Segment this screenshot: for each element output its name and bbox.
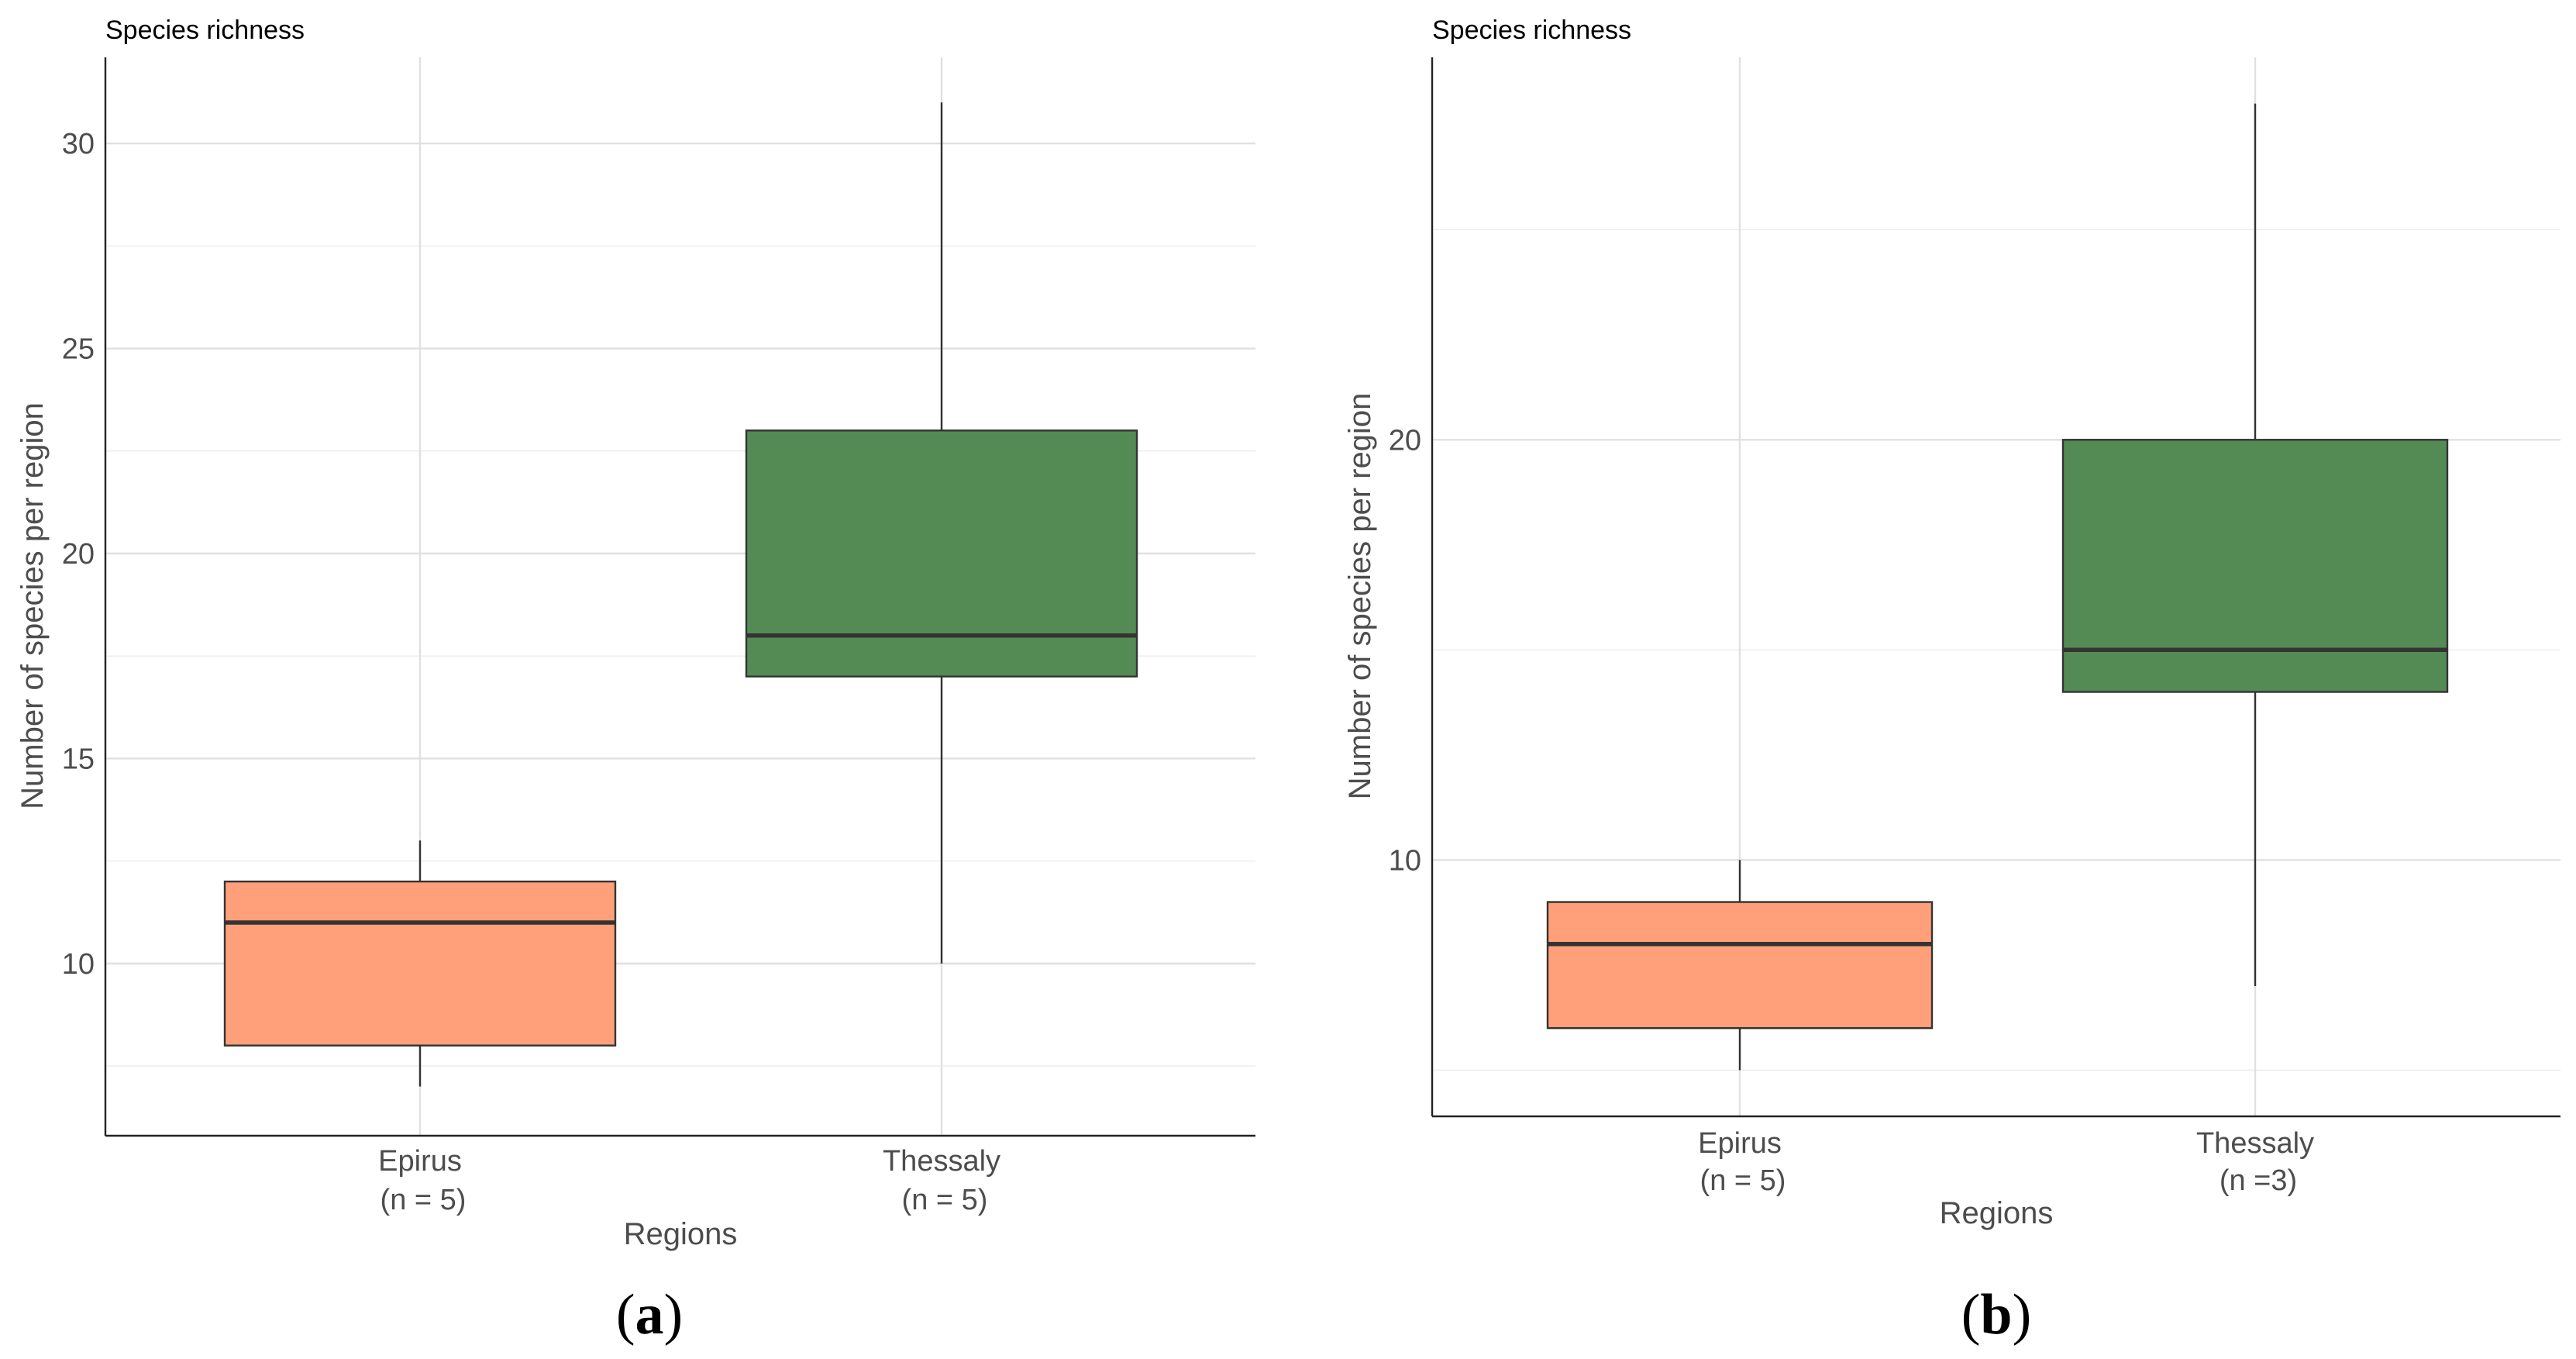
x-tick-label: Epirus xyxy=(378,1145,462,1178)
chart-panel-b: 10 20 Epirus (n = 5) Thessaly (n =3) Species r… xyxy=(1343,16,2561,1347)
x-axis-title: Regions xyxy=(624,1217,738,1251)
x-tick-label: Thessaly xyxy=(883,1145,1000,1178)
x-axis-title: Regions xyxy=(1940,1196,2054,1230)
chart-panel-a: 10 15 20 25 30 Epirus (n = 5) Thessaly (n = 5) Sp… xyxy=(15,16,1255,1347)
x-tick-label: Thessaly xyxy=(2196,1127,2314,1160)
y-tick-label: 20 xyxy=(62,538,95,571)
chart-title: Species richness xyxy=(105,16,305,45)
y-tick-label: 30 xyxy=(62,128,95,160)
y-tick-label: 10 xyxy=(62,948,95,981)
x-tick-label: Epirus xyxy=(1698,1127,1782,1160)
y-tick-label: 20 xyxy=(1389,424,1421,457)
y-axis-title: Number of species per region xyxy=(15,402,50,809)
x-tick-sublabel: (n = 5) xyxy=(902,1184,988,1216)
box-iqr xyxy=(1546,901,1934,1030)
panel-label: (a) xyxy=(616,1283,683,1347)
box-iqr xyxy=(745,429,1138,678)
x-tick-sublabel: (n =3) xyxy=(2220,1164,2297,1197)
chart-title: Species richness xyxy=(1432,16,1631,45)
y-tick-label: 25 xyxy=(62,333,95,366)
box-epirus xyxy=(223,840,617,1087)
x-tick-sublabel: (n = 5) xyxy=(1700,1164,1786,1197)
box-epirus xyxy=(1546,860,1934,1071)
box-thessaly xyxy=(2061,103,2449,986)
box-iqr xyxy=(223,880,617,1047)
y-tick-label: 15 xyxy=(62,743,95,775)
y-tick-label: 10 xyxy=(1389,844,1421,877)
x-tick-sublabel: (n = 5) xyxy=(381,1184,467,1216)
y-axis-title: Number of species per region xyxy=(1343,393,1377,800)
box-thessaly xyxy=(745,102,1138,964)
box-iqr xyxy=(2061,439,2449,693)
panel-label: (b) xyxy=(1961,1283,2031,1347)
